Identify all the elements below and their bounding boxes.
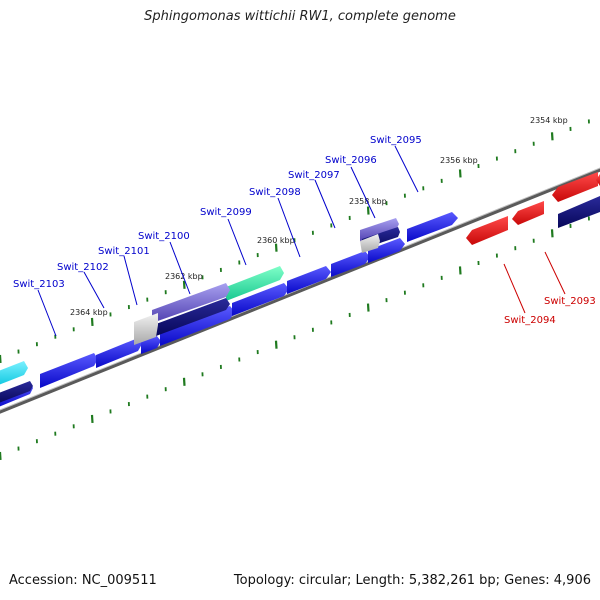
gene-overlap-navy[interactable] <box>156 298 230 336</box>
gene-label-swit-2098[interactable]: Swit_2098 <box>249 187 301 198</box>
tick-label: 2354 kbp <box>530 116 568 125</box>
gene-label-swit-2095[interactable]: Swit_2095 <box>370 135 422 146</box>
gene-label-swit-2096[interactable]: Swit_2096 <box>325 155 377 166</box>
major-tick <box>90 414 94 423</box>
gene-arrow-purple[interactable] <box>360 218 399 242</box>
gene-arrow[interactable] <box>596 174 600 186</box>
tick-label: 2362 kbp <box>165 272 203 281</box>
major-tick <box>182 377 186 386</box>
major-tick <box>0 354 2 364</box>
gene-label-swit-2103[interactable]: Swit_2103 <box>13 279 65 290</box>
leader-line <box>350 166 376 219</box>
gene-arrow-cyan[interactable] <box>0 361 28 386</box>
major-tick <box>550 132 554 141</box>
leader-line <box>227 218 247 266</box>
accession-text: Accession: NC_009511 <box>9 573 157 588</box>
major-tick <box>274 243 278 252</box>
tick-label: 2364 kbp <box>70 308 108 317</box>
map-title: Sphingomonas wittichii RW1, complete gen… <box>144 9 456 24</box>
scale-ticks: 2354 kbp 2356 kbp 2358 kbp 2360 kbp 2362… <box>70 116 568 317</box>
gene-arrow-grey[interactable] <box>134 313 158 345</box>
gene-arrow[interactable] <box>232 283 289 316</box>
leader-line <box>314 179 336 229</box>
major-tick <box>182 280 186 289</box>
outer-tick-track <box>0 119 590 364</box>
gene-arrow[interactable] <box>466 216 508 245</box>
leader-line <box>394 145 419 193</box>
gene-labels: Swit_2095 Swit_2096 Swit_2097 Swit_2098 … <box>13 135 596 326</box>
gene-label-swit-2101[interactable]: Swit_2101 <box>98 246 150 257</box>
gene-arrow[interactable] <box>331 251 370 277</box>
leader-line <box>169 241 191 295</box>
gene-label-swit-2099[interactable]: Swit_2099 <box>200 207 252 218</box>
major-tick <box>90 317 94 326</box>
genome-summary-text: Topology: circular; Length: 5,382,261 bp… <box>233 573 591 588</box>
major-tick <box>366 303 370 312</box>
tick-label: 2360 kbp <box>257 236 295 245</box>
gene-label-swit-2100[interactable]: Swit_2100 <box>138 231 190 242</box>
forward-gene-lane <box>0 212 458 407</box>
gene-arrow-teal[interactable] <box>226 266 284 301</box>
leader-line <box>277 197 301 258</box>
leader-line <box>37 289 57 337</box>
major-tick <box>458 266 462 275</box>
gene-arrow[interactable] <box>407 212 458 242</box>
gene-label-swit-2102[interactable]: Swit_2102 <box>57 262 109 273</box>
gene-arrow[interactable] <box>368 238 405 263</box>
leader-line <box>83 271 105 309</box>
major-tick <box>274 340 278 349</box>
leader-line <box>503 263 526 314</box>
gene-leader-lines <box>37 145 566 337</box>
gene-overlap-navy[interactable] <box>0 381 33 404</box>
gene-arrow-grey[interactable] <box>360 234 380 253</box>
leader-line <box>544 251 566 295</box>
tick-label: 2358 kbp <box>349 197 387 206</box>
tick-label: 2356 kbp <box>440 156 478 165</box>
inner-tick-track <box>0 216 590 461</box>
gene-label-swit-2093[interactable]: Swit_2093 <box>544 296 596 307</box>
gene-overlap-navy[interactable] <box>558 196 600 228</box>
gene-arrow[interactable] <box>160 306 235 346</box>
genome-backbone <box>0 168 600 414</box>
gene-arrow-purple[interactable] <box>152 283 230 323</box>
major-tick <box>366 206 370 215</box>
major-tick <box>0 451 2 461</box>
gene-arrow[interactable] <box>512 201 544 225</box>
leader-line <box>123 255 138 306</box>
gene-arrow[interactable] <box>552 172 598 202</box>
major-tick <box>550 229 554 238</box>
gene-arrow[interactable] <box>287 266 331 294</box>
reverse-gene-lane <box>466 172 600 245</box>
gene-label-swit-2094[interactable]: Swit_2094 <box>504 315 556 326</box>
major-tick <box>458 169 462 178</box>
gene-label-swit-2097[interactable]: Swit_2097 <box>288 170 340 181</box>
gene-arrow[interactable] <box>40 353 98 388</box>
gene-arrow[interactable] <box>96 338 142 368</box>
